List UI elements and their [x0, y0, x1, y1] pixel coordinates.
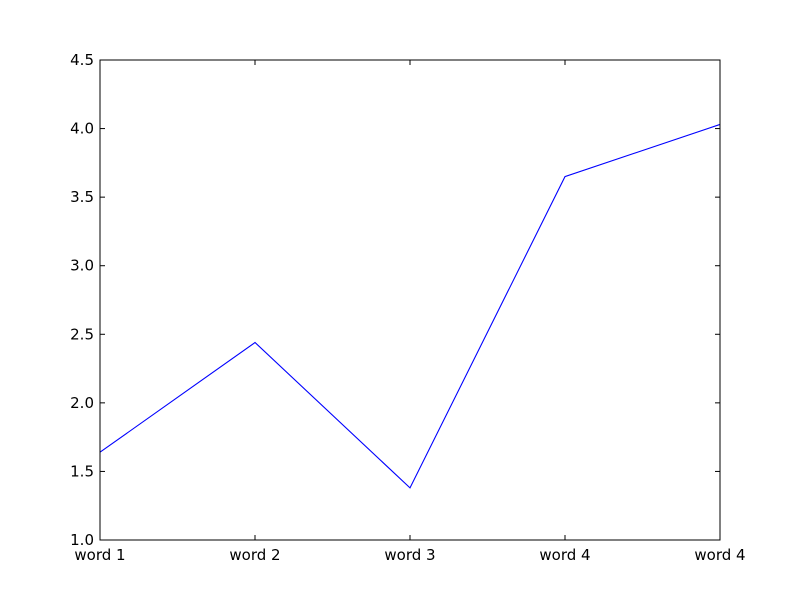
y-tick-label: 2.0 [70, 394, 94, 412]
y-tick-label: 3.0 [70, 257, 94, 275]
y-tick-label: 4.0 [70, 120, 94, 138]
y-tick-label: 4.5 [70, 51, 94, 69]
series-lines [99, 123, 721, 489]
x-tick-label: word 4 [539, 546, 590, 564]
y-tick-label: 1.0 [70, 531, 94, 549]
plot-frame [99, 59, 721, 541]
plot-background [100, 60, 720, 540]
x-tick-label: word 2 [229, 546, 280, 564]
x-tick-label: word 1 [74, 546, 125, 564]
tick-labels: 1.0 1.5 2.0 2.5 3.0 3.5 4.0 4.5 word 1 word 2 word… [70, 51, 745, 564]
y-tick-label: 2.5 [70, 325, 94, 343]
x-tick-label: word 4 [694, 546, 745, 564]
x-tick-label: word 3 [384, 546, 435, 564]
y-tick-label: 1.5 [70, 462, 94, 480]
y-tick-label: 3.5 [70, 188, 94, 206]
